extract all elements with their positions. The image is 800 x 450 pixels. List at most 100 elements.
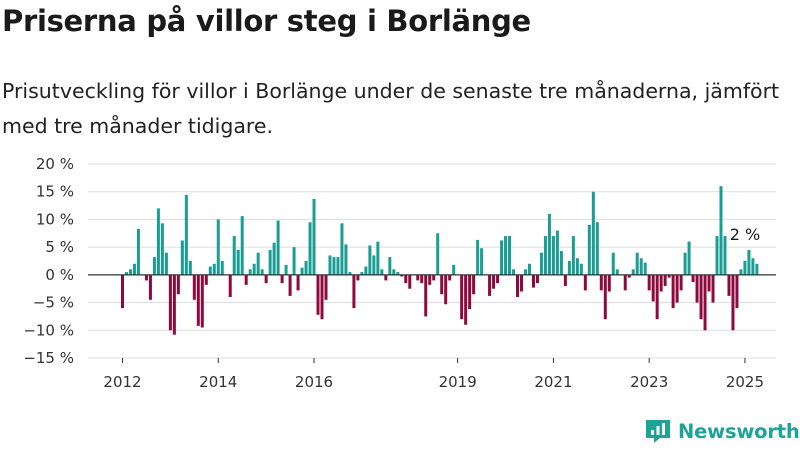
bar (228, 274, 232, 298)
bar (627, 274, 631, 278)
bar (679, 274, 683, 291)
bar (611, 252, 615, 275)
bar (452, 264, 456, 275)
bar (631, 269, 635, 275)
bar (256, 252, 260, 275)
bar (651, 274, 655, 302)
bar (603, 274, 607, 320)
bar (252, 263, 256, 275)
bar (703, 274, 707, 331)
bar (276, 220, 280, 275)
bar (212, 263, 216, 275)
y-axis: 20 % 15 % 10 % 5 % 0 % −5 % −10 % −15 % (23, 155, 74, 367)
bar (531, 274, 535, 288)
bar (368, 245, 372, 275)
bar (400, 274, 404, 277)
bar (520, 274, 523, 292)
bar (492, 274, 496, 289)
bar (508, 236, 512, 275)
x-tick-label: 2019 (439, 373, 477, 391)
bar (196, 274, 200, 326)
bar (288, 274, 292, 296)
bar (659, 274, 663, 292)
bar (232, 236, 236, 275)
bar (460, 274, 464, 320)
bar (264, 274, 268, 284)
bar (208, 266, 212, 275)
bar (300, 267, 304, 275)
bar (512, 269, 516, 275)
bars (121, 186, 759, 335)
bar (284, 264, 288, 275)
x-tick-label: 2021 (534, 373, 572, 391)
bar (156, 208, 160, 275)
bar (671, 274, 675, 309)
y-tick-label: 15 % (36, 183, 74, 201)
x-axis: 2012 2014 2016 2019 2021 2023 2025 (103, 358, 764, 391)
bar (719, 186, 723, 275)
x-tick-label: 2025 (726, 373, 764, 391)
bar (647, 274, 651, 291)
bar (240, 216, 244, 275)
bar (468, 274, 472, 310)
bar (464, 274, 468, 325)
bar (675, 274, 679, 303)
bar (707, 274, 711, 292)
bar (691, 274, 695, 283)
bar (723, 236, 727, 275)
y-tick-label: −15 % (23, 349, 74, 367)
bar (268, 249, 272, 275)
bar (448, 274, 452, 281)
bar (579, 263, 583, 275)
bar (356, 274, 360, 281)
bar (260, 269, 264, 275)
bar (639, 258, 643, 275)
bar (328, 255, 332, 275)
bar (663, 274, 667, 286)
x-tick-label: 2014 (199, 373, 237, 391)
bar (535, 274, 539, 284)
x-tick-label: 2012 (103, 373, 141, 391)
bar (236, 249, 240, 275)
bar (176, 274, 180, 295)
newsworthy-logo-icon (646, 420, 670, 443)
bar (516, 274, 520, 298)
bar (563, 274, 567, 286)
bar (607, 274, 611, 292)
bar (124, 272, 128, 275)
bar (136, 228, 140, 275)
bar (428, 274, 432, 285)
bar (132, 263, 136, 275)
chart-title: Priserna på villor steg i Borlänge (2, 4, 531, 38)
bar (192, 274, 196, 300)
bar (152, 257, 156, 275)
bar (376, 241, 380, 275)
brand-logo: Newsworthy (644, 418, 800, 444)
bar (172, 274, 176, 335)
bar (164, 252, 168, 275)
bar (360, 272, 364, 275)
bar (384, 274, 388, 281)
bar (348, 272, 352, 275)
bar (340, 223, 344, 275)
bar (547, 213, 551, 275)
latest-value-label: 2 % (730, 225, 760, 244)
bar (436, 233, 440, 275)
bar (168, 274, 172, 331)
y-tick-label: 10 % (36, 210, 74, 228)
bar (244, 274, 248, 285)
bar (424, 274, 428, 317)
bar (739, 269, 743, 275)
x-tick-label: 2023 (630, 373, 668, 391)
bar (500, 240, 504, 275)
bar (695, 274, 699, 303)
bar (587, 224, 591, 275)
bar (248, 269, 252, 275)
bar (683, 252, 687, 275)
bar-chart: 20 %15 %10 %5 %0 %−5 %−10 %−15 % 2012 201… (23, 155, 776, 391)
bar (216, 219, 220, 275)
bar (523, 269, 527, 275)
bar (699, 274, 703, 320)
bar (643, 262, 647, 275)
bar (316, 274, 320, 315)
